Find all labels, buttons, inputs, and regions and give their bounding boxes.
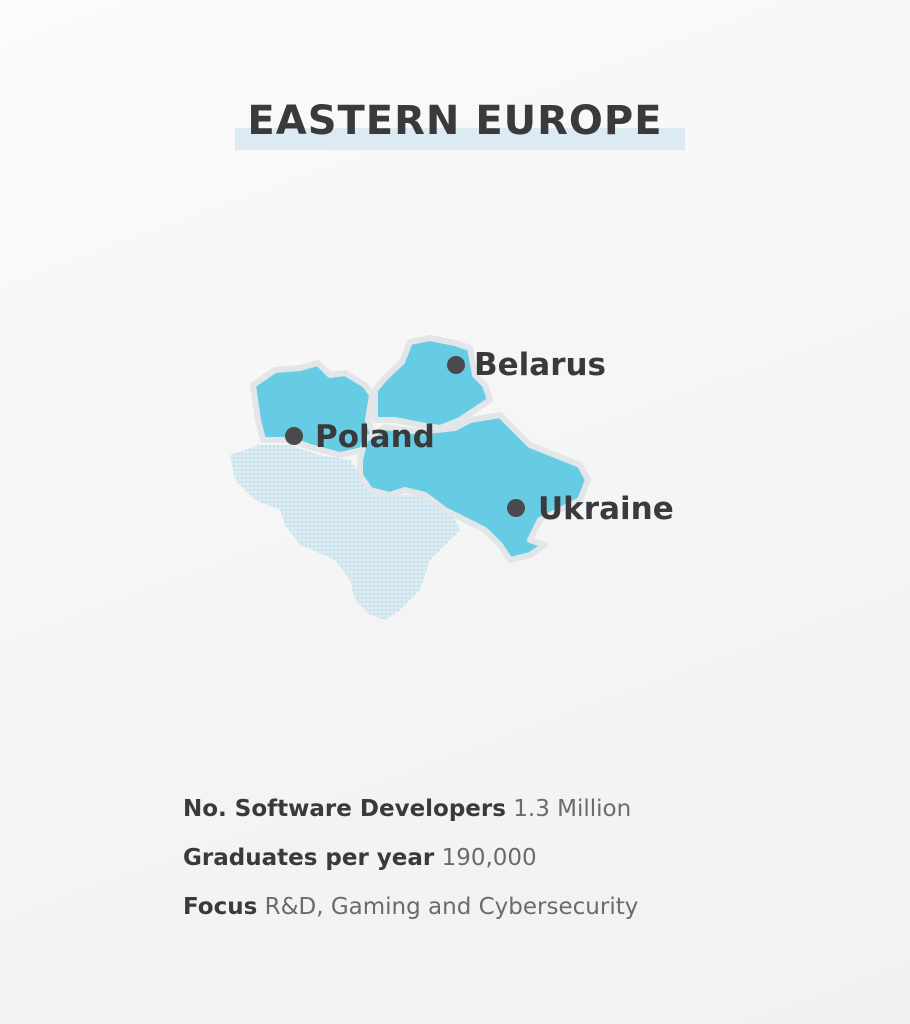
- belarus-label: Belarus: [474, 347, 606, 383]
- ukraine-label: Ukraine: [538, 491, 674, 527]
- country-ukraine[interactable]: [357, 412, 591, 563]
- stats-list: No. Software Developers 1.3 Million Grad…: [183, 796, 638, 943]
- belarus-marker: [447, 356, 465, 374]
- country-poland[interactable]: [250, 360, 378, 458]
- poland-label: Poland: [315, 419, 435, 455]
- stat-label: Focus: [183, 894, 258, 920]
- title-highlight: [235, 128, 685, 150]
- stat-value: 190,000: [441, 845, 537, 871]
- neighbor-region: [230, 445, 460, 620]
- ukraine-marker: [507, 499, 525, 517]
- poland-marker: [285, 427, 303, 445]
- stat-value: 1.3 Million: [513, 796, 632, 822]
- stat-graduates: Graduates per year 190,000: [183, 845, 638, 894]
- country-belarus[interactable]: [372, 335, 493, 431]
- page-title: EASTERN EUROPE: [247, 98, 663, 144]
- stat-value: R&D, Gaming and Cybersecurity: [264, 894, 639, 920]
- stat-focus: Focus R&D, Gaming and Cybersecurity: [183, 894, 638, 943]
- stat-label: No. Software Developers: [183, 796, 506, 822]
- stat-label: Graduates per year: [183, 845, 435, 871]
- stat-developers: No. Software Developers 1.3 Million: [183, 796, 638, 845]
